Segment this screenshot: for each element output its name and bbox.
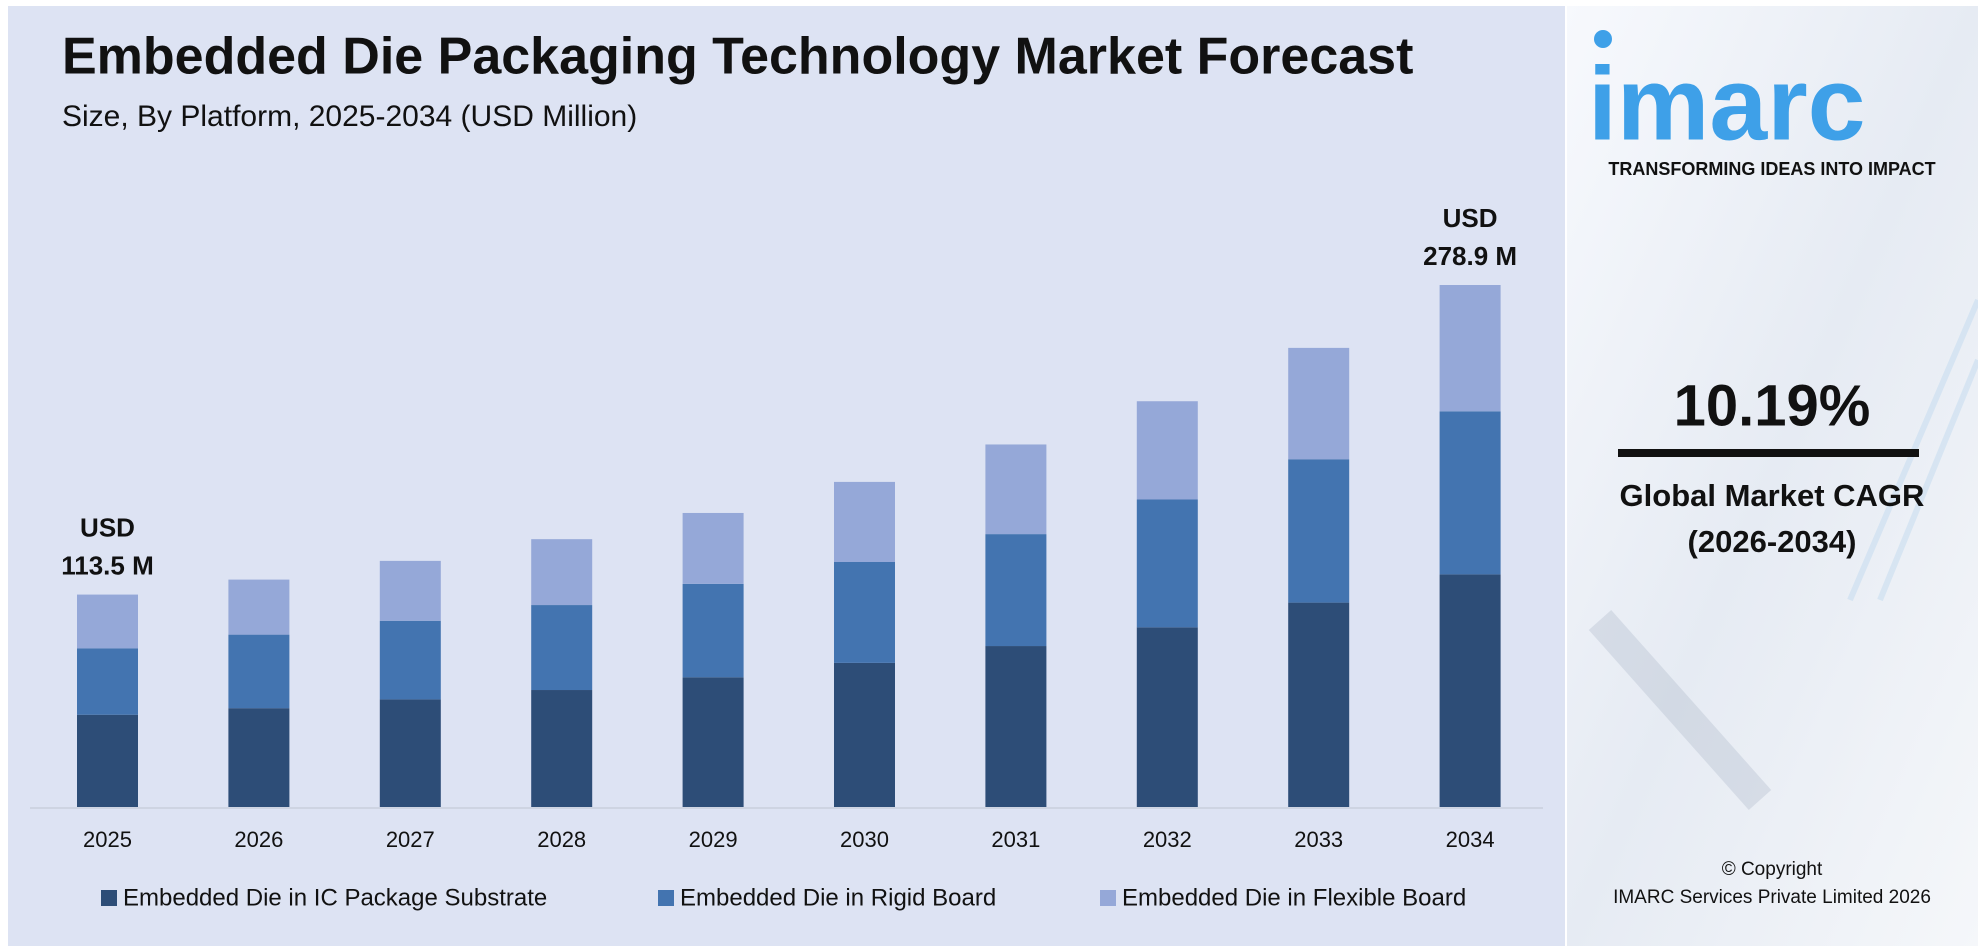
bar-segment <box>1439 285 1501 412</box>
bar-segment <box>77 648 138 715</box>
chart-title: Embedded Die Packaging Technology Market… <box>62 28 1413 86</box>
bar-segment <box>379 560 441 621</box>
side-panel <box>1567 6 1978 946</box>
legend-swatch <box>1100 890 1116 906</box>
logo: imarc <box>1588 46 1866 162</box>
bar-segment <box>77 714 138 807</box>
x-tick-label: 2032 <box>1143 827 1192 852</box>
bar-segment <box>834 662 895 807</box>
annotation-prefix: USD <box>1443 203 1498 233</box>
bar-segment <box>985 444 1047 535</box>
x-tick-label: 2034 <box>1446 827 1495 852</box>
legend-label: Embedded Die in IC Package Substrate <box>123 884 547 911</box>
bar-segment <box>834 562 895 663</box>
tagline: TRANSFORMING IDEAS INTO IMPACT <box>1608 159 1935 179</box>
bar-segment <box>1136 627 1198 807</box>
cagr-value: 10.19% <box>1674 373 1871 438</box>
bar-segment <box>682 583 744 678</box>
bar-segment <box>531 690 593 807</box>
annotation-label: 278.9 M <box>1423 241 1517 271</box>
annotation-prefix: USD <box>80 512 135 542</box>
x-tick-label: 2029 <box>689 827 738 852</box>
x-tick-label: 2025 <box>83 827 132 852</box>
bar-segment <box>1439 574 1501 807</box>
bar-segment <box>1288 459 1350 603</box>
x-tick-label: 2030 <box>840 827 889 852</box>
bar-segment <box>682 677 744 807</box>
bar-segment <box>379 620 441 700</box>
x-tick-label: 2028 <box>537 827 586 852</box>
copyright: © Copyright <box>1722 859 1823 880</box>
bar-segment <box>1288 347 1350 460</box>
bar-segment <box>1136 499 1198 628</box>
legend-label: Embedded Die in Flexible Board <box>1122 884 1466 911</box>
bar-segment <box>531 539 593 606</box>
x-tick-label: 2031 <box>991 827 1040 852</box>
bar-segment <box>834 481 895 563</box>
legend-swatch <box>101 890 117 906</box>
bar-segment <box>1288 602 1350 807</box>
cagr-label: Global Market CAGR <box>1620 478 1925 513</box>
company: IMARC Services Private Limited 2026 <box>1613 887 1931 908</box>
x-tick-label: 2026 <box>234 827 283 852</box>
cagr-period: (2026-2034) <box>1688 524 1857 559</box>
bar-segment <box>228 579 290 635</box>
legend-label: Embedded Die in Rigid Board <box>680 884 996 911</box>
bar-segment <box>985 646 1047 807</box>
logo-dot <box>1594 30 1612 48</box>
legend-swatch <box>658 890 674 906</box>
chart-subtitle: Size, By Platform, 2025-2034 (USD Millio… <box>62 100 637 133</box>
bar-segment <box>682 512 744 584</box>
bar-segment <box>1439 411 1501 575</box>
bar-segment <box>1136 401 1198 500</box>
x-tick-label: 2027 <box>386 827 435 852</box>
bar-segment <box>379 699 441 807</box>
bar-segment <box>228 634 290 709</box>
bar-segment <box>531 605 593 691</box>
cagr-rule <box>1618 449 1919 457</box>
bar-segment <box>228 708 290 807</box>
x-tick-label: 2033 <box>1294 827 1343 852</box>
bar-segment <box>77 594 138 649</box>
annotation-label: 113.5 M <box>61 550 154 580</box>
bar-segment <box>985 534 1047 647</box>
